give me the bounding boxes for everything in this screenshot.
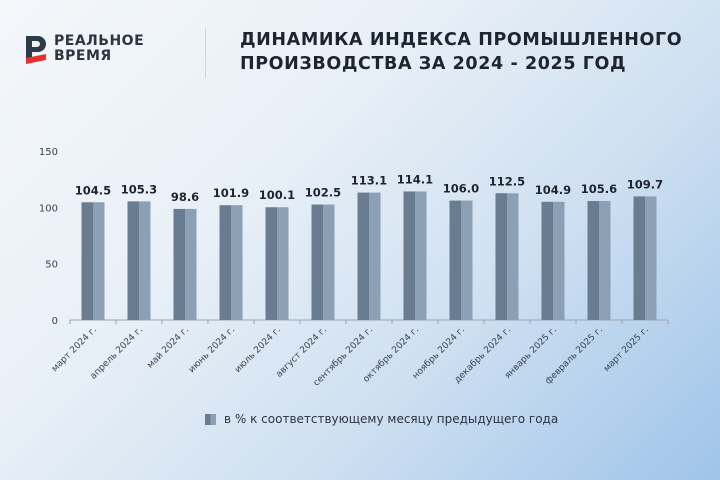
- y-tick-label: 50: [45, 260, 58, 271]
- x-tick-label: март 2024 г.: [50, 325, 99, 374]
- y-tick-label: 150: [39, 147, 58, 158]
- bar: [449, 200, 473, 320]
- bar: [311, 204, 335, 320]
- bar-right-face: [185, 208, 197, 320]
- bar: [127, 201, 151, 320]
- bar-left-face: [173, 208, 185, 320]
- chart-title-line2: ПРОИЗВОДСТВА ЗА 2024 - 2025 ГОД: [240, 54, 627, 74]
- bar-left-face: [633, 196, 645, 320]
- bar-right-face: [461, 200, 473, 320]
- bar-left-face: [311, 204, 323, 320]
- bar-left-face: [127, 201, 139, 320]
- bar: [495, 193, 519, 320]
- x-tick-label: март 2025 г.: [602, 325, 651, 374]
- chart-title-line1: ДИНАМИКА ИНДЕКСА ПРОМЫШЛЕННОГО: [240, 30, 683, 50]
- bar-right-face: [645, 196, 657, 320]
- bar-left-face: [449, 200, 461, 320]
- bar-right-face: [369, 192, 381, 320]
- bar: [81, 202, 105, 320]
- header-divider: [205, 28, 206, 78]
- bar: [633, 196, 657, 320]
- bar-left-face: [587, 201, 599, 320]
- x-tick-label: июнь 2024 г.: [187, 325, 237, 375]
- data-label: 104.9: [535, 183, 571, 197]
- bar-left-face: [81, 202, 93, 320]
- data-label: 113.1: [351, 174, 387, 188]
- data-label: 102.5: [305, 186, 341, 200]
- bar: [587, 201, 611, 320]
- data-label: 105.6: [581, 182, 617, 196]
- bar-right-face: [415, 191, 427, 320]
- bar-right-face: [507, 193, 519, 320]
- x-tick-label: май 2024 г.: [146, 325, 192, 371]
- data-label: 100.1: [259, 188, 295, 202]
- data-label: 112.5: [489, 174, 525, 188]
- bar: [541, 201, 565, 320]
- bar-right-face: [553, 201, 565, 320]
- data-label: 109.7: [627, 177, 663, 191]
- y-tick-label: 0: [52, 316, 58, 327]
- logo-line2: ВРЕМЯ: [54, 48, 112, 64]
- data-label: 106.0: [443, 182, 479, 196]
- x-tick-label: июль 2024 г.: [233, 325, 283, 375]
- logo-line1: РЕАЛЬНОЕ: [54, 33, 145, 49]
- bar-left-face: [357, 192, 369, 320]
- data-label: 114.1: [397, 172, 433, 186]
- bar-left-face: [219, 205, 231, 320]
- y-tick-label: 100: [39, 203, 58, 214]
- bar-right-face: [139, 201, 151, 320]
- logo-wordmark: РЕАЛЬНОЕ ВРЕМЯ: [54, 34, 144, 64]
- bar-left-face: [265, 207, 277, 320]
- bar: [357, 192, 381, 320]
- bar: [403, 191, 427, 320]
- bar-right-face: [93, 202, 105, 320]
- bar: [265, 207, 289, 320]
- bar-right-face: [599, 201, 611, 320]
- bar-left-face: [495, 193, 507, 320]
- data-label: 98.6: [171, 190, 199, 204]
- bar-left-face: [403, 191, 415, 320]
- data-label: 104.5: [75, 183, 111, 197]
- brand-logo: РЕАЛЬНОЕ ВРЕМЯ: [24, 34, 144, 64]
- legend-label: в % к соответствующему месяцу предыдущег…: [224, 412, 559, 426]
- bar-right-face: [277, 207, 289, 320]
- chart-title: ДИНАМИКА ИНДЕКСА ПРОМЫШЛЕННОГО ПРОИЗВОДС…: [240, 28, 682, 76]
- legend-swatch: [205, 413, 216, 425]
- data-label: 105.3: [121, 182, 157, 196]
- data-label: 101.9: [213, 186, 249, 200]
- chart-legend: в % к соответствующему месяцу предыдущег…: [205, 412, 558, 426]
- bar: [219, 205, 243, 320]
- bar-left-face: [541, 201, 553, 320]
- realnoe-vremya-logo-icon: [24, 34, 48, 64]
- bar: [173, 208, 197, 320]
- bar-right-face: [231, 205, 243, 320]
- bar-right-face: [323, 204, 335, 320]
